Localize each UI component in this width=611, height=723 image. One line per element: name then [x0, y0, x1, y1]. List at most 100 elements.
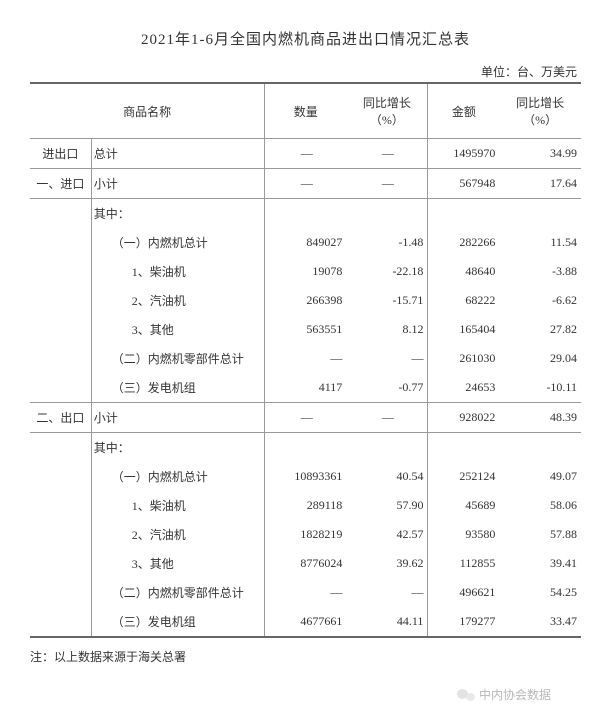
row-imp-diesel: 1、柴油机 19078 -22.18 48640 -3.88	[30, 257, 581, 286]
cell-amt: 112855	[428, 549, 499, 578]
cell-qty: ―	[265, 344, 347, 373]
cell-name: （三）发电机组	[91, 373, 264, 403]
cell-name: （一）内燃机总计	[91, 228, 264, 257]
row-import-subtotal: 一、进口 小计 — — 567948 17.64	[30, 169, 581, 199]
cell-amtg: 29.04	[499, 344, 581, 373]
cell-amt: 252124	[428, 462, 499, 491]
data-table: 商品名称 数量 同比增长（%） 金额 同比增长（%） 进出口 总计 — — 14…	[30, 82, 581, 638]
cell-qtyg: ―	[346, 344, 428, 373]
cell-amtg: 27.82	[499, 315, 581, 344]
cell-qty: 10893361	[265, 462, 347, 491]
row-ofwhich: 其中：	[30, 433, 581, 463]
cell-qty: —	[265, 169, 347, 199]
cell-cat: 一、进口	[30, 169, 91, 199]
cell-name: 小计	[91, 403, 264, 433]
cell-qtyg: —	[346, 403, 428, 433]
cell-amt: 282266	[428, 228, 499, 257]
row-total: 进出口 总计 — — 1495970 34.99	[30, 139, 581, 169]
cell-amtg: 58.06	[499, 491, 581, 520]
cell-qtyg: -0.77	[346, 373, 428, 403]
page-title: 2021年1-6月全国内燃机商品进出口情况汇总表	[30, 28, 581, 49]
cell-amt: 68222	[428, 286, 499, 315]
cell-qty: 563551	[265, 315, 347, 344]
row-exp-genset: （三）发电机组 4677661 44.11 179277 33.47	[30, 607, 581, 637]
row-ofwhich: 其中：	[30, 199, 581, 229]
cell-qtyg: 8.12	[346, 315, 428, 344]
table-header-row: 商品名称 数量 同比增长（%） 金额 同比增长（%）	[30, 83, 581, 139]
cell-amtg: 57.88	[499, 520, 581, 549]
cell-amtg: 48.39	[499, 403, 581, 433]
cell-qtyg: —	[346, 139, 428, 169]
cell-qtyg: 44.11	[346, 607, 428, 637]
wechat-icon	[457, 688, 475, 702]
row-exp-other: 3、其他 8776024 39.62 112855 39.41	[30, 549, 581, 578]
cell-qty: 1828219	[265, 520, 347, 549]
cell-name: 小计	[91, 169, 264, 199]
cell-amt: 1495970	[428, 139, 499, 169]
cell-name: 其中：	[91, 199, 264, 229]
row-imp-genset: （三）发电机组 4117 -0.77 24653 -10.11	[30, 373, 581, 403]
cell-qty: —	[265, 403, 347, 433]
cell-name: 其中：	[91, 433, 264, 463]
cell-name: 3、其他	[91, 549, 264, 578]
cell-qtyg: 57.90	[346, 491, 428, 520]
cell-name: （二）内燃机零部件总计	[91, 578, 264, 607]
cell-amtg: -10.11	[499, 373, 581, 403]
row-imp-other: 3、其他 563551 8.12 165404 27.82	[30, 315, 581, 344]
cell-amtg: 33.47	[499, 607, 581, 637]
row-exp-gasoline: 2、汽油机 1828219 42.57 93580 57.88	[30, 520, 581, 549]
unit-label: 单位：台、万美元	[30, 63, 581, 80]
cell-qty: 849027	[265, 228, 347, 257]
cell-qtyg: 40.54	[346, 462, 428, 491]
cell-amtg: 49.07	[499, 462, 581, 491]
cell-amt: 93580	[428, 520, 499, 549]
hdr-name: 商品名称	[30, 83, 265, 139]
cell-amt: 48640	[428, 257, 499, 286]
cell-qty: ―	[265, 578, 347, 607]
row-imp-ic: （一）内燃机总计 849027 -1.48 282266 11.54	[30, 228, 581, 257]
cell-name: 2、汽油机	[91, 520, 264, 549]
cell-amtg: 54.25	[499, 578, 581, 607]
cell-amtg: -6.62	[499, 286, 581, 315]
footnote: 注：以上数据来源于海关总署	[30, 648, 581, 665]
cell-qtyg: ―	[346, 578, 428, 607]
row-exp-diesel: 1、柴油机 289118 57.90 45689 58.06	[30, 491, 581, 520]
cell-qty: 4117	[265, 373, 347, 403]
cell-amtg: -3.88	[499, 257, 581, 286]
hdr-amt: 金额	[428, 83, 499, 139]
cell-qty: 4677661	[265, 607, 347, 637]
cell-qty: —	[265, 139, 347, 169]
cell-amtg: 17.64	[499, 169, 581, 199]
cell-name: （一）内燃机总计	[91, 462, 264, 491]
cell-amt: 567948	[428, 169, 499, 199]
cell-qtyg: 42.57	[346, 520, 428, 549]
cell-qty: 289118	[265, 491, 347, 520]
cell-amt: 45689	[428, 491, 499, 520]
cell-amt: 165404	[428, 315, 499, 344]
cell-name: 3、其他	[91, 315, 264, 344]
cell-name: 1、柴油机	[91, 491, 264, 520]
cell-amt: 928022	[428, 403, 499, 433]
cell-name: （二）内燃机零部件总计	[91, 344, 264, 373]
cell-qtyg: -22.18	[346, 257, 428, 286]
cell-qtyg: -15.71	[346, 286, 428, 315]
cell-qty: 19078	[265, 257, 347, 286]
cell-qtyg: -1.48	[346, 228, 428, 257]
watermark: 中内协会数据	[457, 686, 551, 703]
cell-name: （三）发电机组	[91, 607, 264, 637]
cell-qtyg: —	[346, 169, 428, 199]
row-imp-gasoline: 2、汽油机 266398 -15.71 68222 -6.62	[30, 286, 581, 315]
cell-amtg: 34.99	[499, 139, 581, 169]
cell-qty: 8776024	[265, 549, 347, 578]
row-imp-parts: （二）内燃机零部件总计 ― ― 261030 29.04	[30, 344, 581, 373]
cell-amt: 24653	[428, 373, 499, 403]
cell-amtg: 11.54	[499, 228, 581, 257]
cell-name: 2、汽油机	[91, 286, 264, 315]
cell-cat: 二、出口	[30, 403, 91, 433]
hdr-qty-growth: 同比增长（%）	[346, 83, 428, 139]
cell-amt: 261030	[428, 344, 499, 373]
hdr-amt-growth: 同比增长（%）	[499, 83, 581, 139]
cell-cat: 进出口	[30, 139, 91, 169]
cell-amt: 179277	[428, 607, 499, 637]
cell-qtyg: 39.62	[346, 549, 428, 578]
